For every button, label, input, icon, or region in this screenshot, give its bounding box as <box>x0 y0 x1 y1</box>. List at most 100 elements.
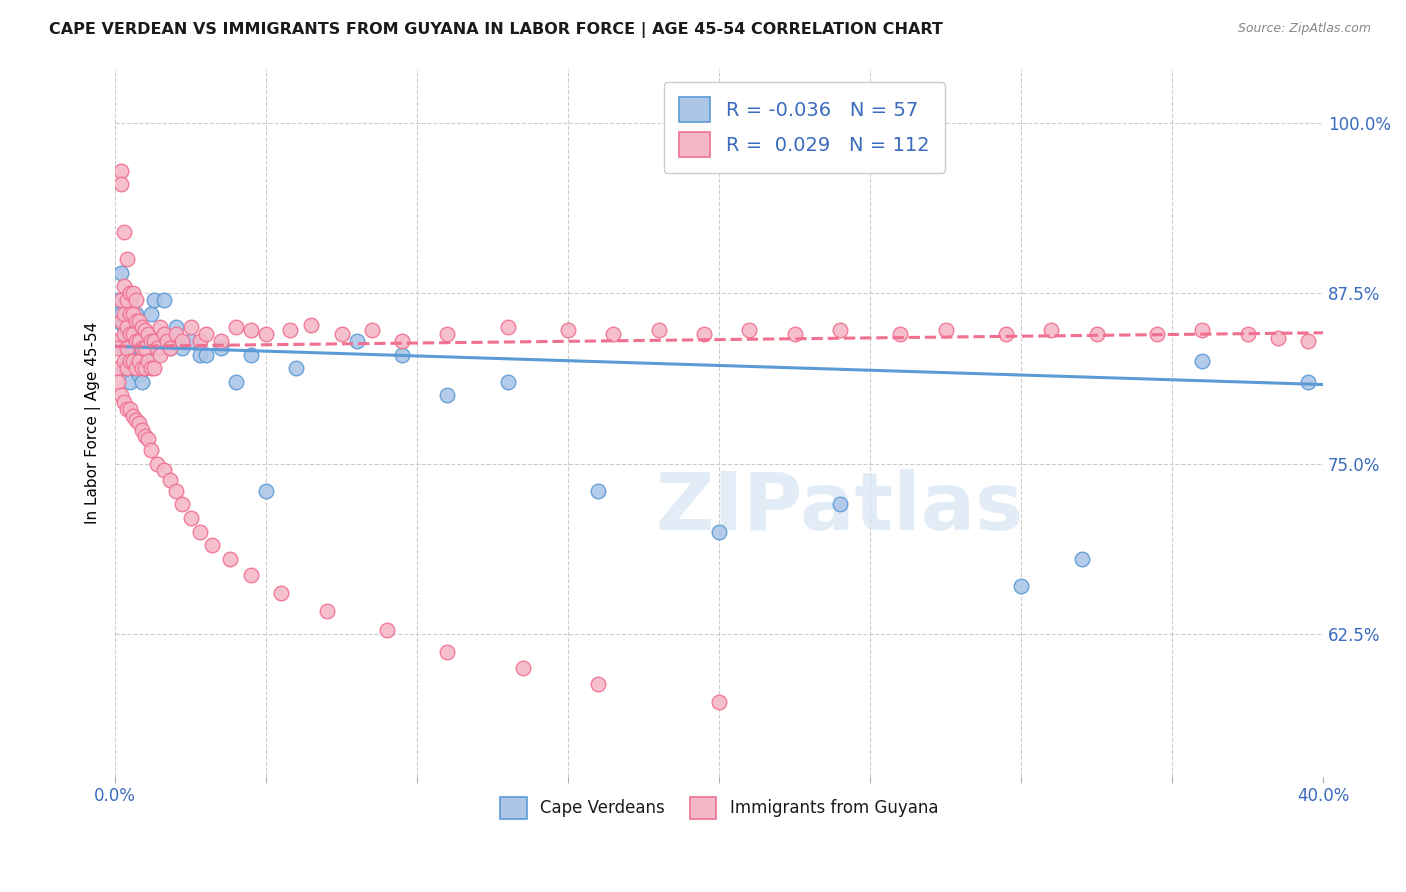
Point <box>146 334 169 348</box>
Point <box>112 313 135 327</box>
Point <box>346 334 368 348</box>
Point <box>125 361 148 376</box>
Y-axis label: In Labor Force | Age 45-54: In Labor Force | Age 45-54 <box>86 322 101 524</box>
Point <box>117 320 139 334</box>
Point <box>280 323 302 337</box>
Point <box>110 266 132 280</box>
Point <box>112 327 135 342</box>
Point <box>122 341 145 355</box>
Point <box>112 395 135 409</box>
Point <box>143 293 166 307</box>
Point <box>120 375 142 389</box>
Point <box>180 334 202 348</box>
Point <box>128 313 150 327</box>
Text: ZIPatlas: ZIPatlas <box>655 468 1024 547</box>
Point <box>270 586 292 600</box>
Point <box>107 341 129 355</box>
Point <box>1085 327 1108 342</box>
Point <box>1010 579 1032 593</box>
Point <box>120 327 142 342</box>
Point <box>152 463 174 477</box>
Point <box>110 293 132 307</box>
Point <box>170 341 193 355</box>
Point <box>935 323 957 337</box>
Point <box>225 375 247 389</box>
Point <box>134 361 156 376</box>
Point <box>301 318 323 332</box>
Point <box>170 497 193 511</box>
Point <box>131 423 153 437</box>
Point <box>120 361 142 376</box>
Point <box>120 354 142 368</box>
Point <box>159 341 181 355</box>
Point <box>149 341 172 355</box>
Point <box>122 307 145 321</box>
Point <box>110 178 132 192</box>
Point <box>125 293 148 307</box>
Point <box>828 323 851 337</box>
Point <box>436 327 458 342</box>
Point <box>125 307 148 321</box>
Point <box>141 307 163 321</box>
Point <box>131 361 153 376</box>
Point <box>219 552 242 566</box>
Point <box>180 320 202 334</box>
Point <box>107 334 129 348</box>
Point <box>330 327 353 342</box>
Point <box>648 323 671 337</box>
Point <box>201 538 224 552</box>
Point <box>131 320 153 334</box>
Point <box>209 334 232 348</box>
Point <box>110 163 132 178</box>
Point <box>112 279 135 293</box>
Point <box>209 341 232 355</box>
Legend: Cape Verdeans, Immigrants from Guyana: Cape Verdeans, Immigrants from Guyana <box>494 790 945 825</box>
Point <box>120 334 142 348</box>
Point <box>131 375 153 389</box>
Point <box>360 323 382 337</box>
Point <box>1070 552 1092 566</box>
Point <box>117 341 139 355</box>
Point <box>128 368 150 382</box>
Point <box>225 320 247 334</box>
Point <box>194 327 217 342</box>
Point <box>143 334 166 348</box>
Point <box>141 442 163 457</box>
Point <box>138 327 160 342</box>
Point <box>1267 331 1289 345</box>
Point <box>693 327 716 342</box>
Point <box>125 361 148 376</box>
Point <box>149 320 172 334</box>
Point <box>254 483 277 498</box>
Point <box>125 334 148 348</box>
Point <box>128 334 150 348</box>
Point <box>138 432 160 446</box>
Point <box>120 307 142 321</box>
Point <box>112 341 135 355</box>
Point <box>783 327 806 342</box>
Point <box>110 334 132 348</box>
Point <box>170 334 193 348</box>
Point <box>122 361 145 376</box>
Point <box>112 307 135 321</box>
Point <box>117 361 139 376</box>
Point <box>110 388 132 402</box>
Point <box>1236 327 1258 342</box>
Point <box>159 473 181 487</box>
Point <box>1040 323 1063 337</box>
Point <box>146 457 169 471</box>
Text: CAPE VERDEAN VS IMMIGRANTS FROM GUYANA IN LABOR FORCE | AGE 45-54 CORRELATION CH: CAPE VERDEAN VS IMMIGRANTS FROM GUYANA I… <box>49 22 943 38</box>
Point <box>375 623 398 637</box>
Point <box>707 695 730 709</box>
Point <box>436 644 458 658</box>
Point <box>128 416 150 430</box>
Point <box>391 334 413 348</box>
Point <box>149 348 172 362</box>
Point <box>134 334 156 348</box>
Point <box>143 361 166 376</box>
Point <box>120 286 142 301</box>
Point <box>125 313 148 327</box>
Point <box>436 388 458 402</box>
Point <box>194 348 217 362</box>
Point <box>117 327 139 342</box>
